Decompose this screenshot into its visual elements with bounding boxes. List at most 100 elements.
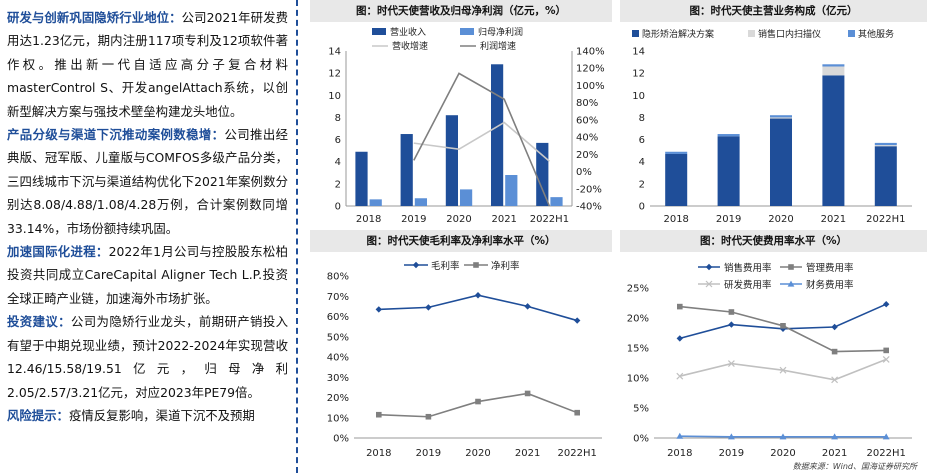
paragraph-body: 公司为隐矫行业龙头，前期研产销投入有望于中期兑现业绩，预计2022-2024年实… [7, 314, 289, 400]
x-tick-label: 2021 [821, 214, 846, 225]
source-note: 数据来源：Wind、国海证券研究所 [792, 462, 917, 471]
legend-swatch-profit [460, 28, 474, 35]
y-tick-label-right: -20% [576, 184, 602, 195]
point-gross-margin [524, 303, 531, 310]
y-tick-label-right: 60% [576, 115, 598, 126]
legend-label: 净利率 [491, 260, 520, 272]
x-tick-label: 2022H1 [530, 214, 569, 225]
y-tick-label: 80% [327, 272, 349, 283]
y-tick-label: 8 [639, 113, 645, 124]
legend-marker [473, 262, 479, 268]
legend-label: 利润增速 [480, 40, 516, 52]
point-gross-margin [375, 306, 382, 313]
legend-label: 其他服务 [858, 28, 894, 40]
point-gross-margin [425, 304, 432, 311]
legend-marker [412, 261, 420, 269]
legend-label: 研发费用率 [724, 279, 772, 291]
y-tick-label-right: 120% [576, 64, 605, 75]
point-admin-expense [728, 309, 735, 315]
point-selling-expense [676, 335, 683, 342]
point-selling-expense [831, 323, 838, 331]
bar-net-profit [460, 189, 473, 206]
legend-label: 归母净利润 [478, 26, 523, 38]
y-tick-label: 40% [327, 353, 349, 364]
y-tick-label-left: 4 [335, 157, 341, 168]
y-tick-label-left: 10 [328, 91, 341, 102]
y-tick-label-left: 8 [335, 113, 341, 124]
bar-segment-other [874, 142, 897, 146]
bar-segment-clear-aligner [717, 136, 740, 206]
point-admin-expense [780, 323, 786, 329]
bar-segment-other [769, 115, 793, 118]
paragraph-body: 公司2021年研发费用达1.23亿元，期内注册117项专利及12项软件著作权。推… [7, 10, 288, 119]
bar-segment-scanner [822, 66, 845, 76]
y-tick-label-right: 20% [576, 150, 598, 161]
y-tick-label: 0% [333, 434, 349, 445]
bar-segment-clear-aligner [822, 75, 845, 206]
analysis-text-panel: 研发与创新巩固隐矫行业地位：公司2021年研发费用达1.23亿元，期内注册117… [0, 0, 298, 473]
y-tick-label: 0% [633, 434, 649, 445]
y-tick-label: 70% [327, 292, 349, 303]
bar-revenue [400, 134, 413, 206]
x-tick-label: 2021 [822, 448, 847, 459]
legend-swatch-clear-aligner [632, 30, 639, 37]
paragraph-heading: 研发与创新巩固隐矫行业地位： [7, 10, 182, 25]
bar-revenue [355, 151, 368, 206]
x-tick-label: 2019 [401, 214, 426, 225]
point-finance-expense [779, 433, 787, 440]
point-gross-margin [474, 292, 482, 299]
bar-net-profit [414, 198, 428, 206]
y-tick-label-left: 12 [328, 69, 341, 80]
chart-title: 图：时代天使营收及归母净利润（亿元，%） [310, 0, 612, 22]
y-tick-label: 14 [632, 47, 645, 58]
chart-title: 图：时代天使费用率水平（%） [620, 230, 927, 252]
y-tick-label-left: 0 [335, 202, 341, 213]
bar-segment-clear-aligner [874, 146, 897, 206]
y-tick-label-right: 100% [576, 81, 605, 92]
x-tick-label: 2018 [356, 214, 381, 225]
paragraph-body: 公司推出经典版、冠军版、儿童版与COMFOS多级产品分类，三四线城市下沉与渠道结… [7, 127, 289, 236]
y-tick-label-right: 80% [576, 98, 598, 109]
chart-title: 图：时代天使主营业务构成（亿元） [620, 0, 927, 22]
x-tick-label: 2019 [716, 214, 741, 225]
legend-label: 毛利率 [431, 260, 460, 272]
x-tick-label: 2022H1 [867, 448, 906, 459]
bar-net-profit [505, 175, 518, 206]
paragraph-body: 疫情反复影响，渠道下沉不及预期 [68, 407, 255, 423]
y-tick-label-right: 140% [576, 47, 605, 58]
analysis-paragraph: 产品分级与渠道下沉推动案例数稳增：公司推出经典版、冠军版、儿童版与COMFOS多… [7, 123, 288, 240]
analysis-paragraph: 加速国际化进程：2022年1月公司与控股股东松柏投资共同成立CareCapita… [7, 240, 288, 310]
legend-marker [788, 264, 794, 270]
legend-marker [705, 280, 713, 288]
paragraph-heading: 风险提示： [7, 407, 69, 423]
paragraph-heading: 投资建议： [7, 314, 71, 330]
y-tick-label: 5% [633, 404, 649, 415]
point-rd-expense [727, 360, 735, 368]
point-finance-expense [882, 433, 890, 440]
bar-revenue [445, 115, 458, 206]
y-tick-label: 10% [627, 374, 649, 385]
y-tick-label-right: -40% [576, 202, 602, 213]
analysis-paragraph: 投资建议：公司为隐矫行业龙头，前期研产销投入有望于中期兑现业绩，预计2022-2… [7, 310, 288, 404]
x-tick-label: 2021 [491, 214, 516, 225]
point-net-margin [376, 411, 382, 418]
bar-segment-clear-aligner [665, 153, 688, 206]
x-tick-label: 2018 [667, 448, 692, 459]
y-tick-label: 4 [639, 157, 645, 168]
point-selling-expense [883, 301, 890, 308]
bar-segment-other [665, 151, 688, 154]
x-tick-label: 2020 [768, 214, 793, 225]
y-tick-label-left: 2 [335, 179, 341, 190]
point-net-margin [475, 398, 481, 405]
point-rd-expense [831, 376, 839, 384]
analysis-paragraph: 风险提示：疫情反复影响，渠道下沉不及预期 [7, 404, 288, 427]
point-admin-expense [677, 303, 683, 310]
line-revenue-growth [413, 121, 550, 162]
business-mix-chart: 图：时代天使主营业务构成（亿元） 隐形矫治解决方案 销售口内扫描仪 其他服务 0 2 4 6… [620, 0, 927, 232]
y-tick-label-left: 14 [328, 47, 341, 58]
y-tick-label: 15% [627, 344, 649, 355]
bar-segment-other [822, 64, 845, 67]
x-tick-label: 2020 [446, 214, 471, 225]
legend-label: 隐形矫治解决方案 [642, 28, 714, 40]
